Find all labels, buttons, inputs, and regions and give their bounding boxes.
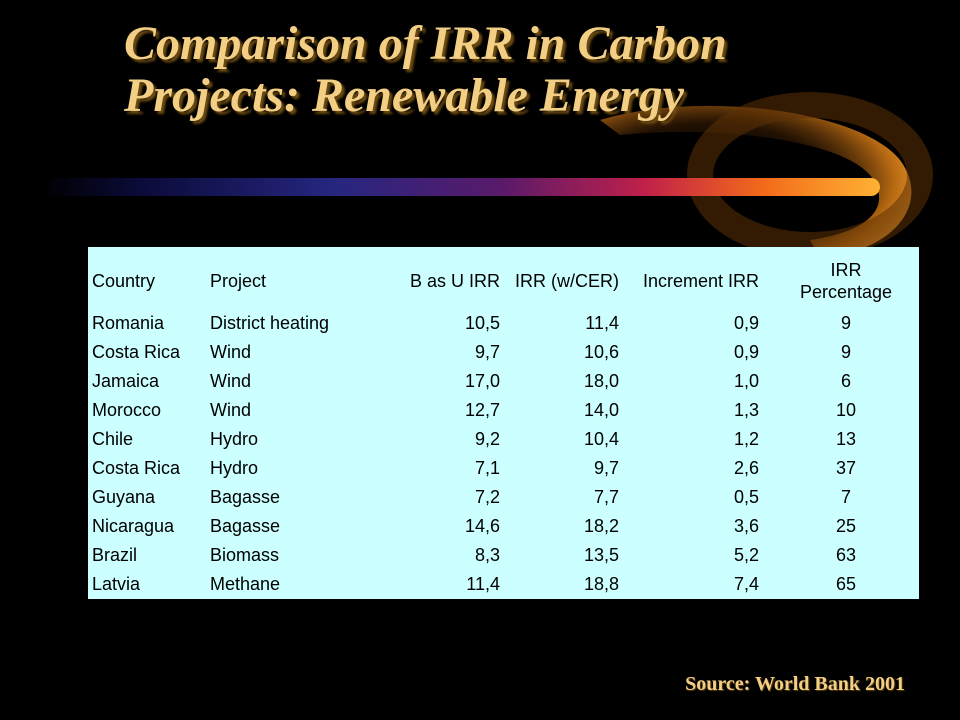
cell-irr-percentage: 6	[840, 371, 851, 391]
cell-bas-irr: 11,4	[466, 574, 500, 594]
cell-country: Chile	[92, 429, 134, 449]
cell-country: Costa Rica	[92, 342, 181, 362]
header-bas-irr: B as U IRR	[409, 271, 500, 291]
cell-irr-percentage: 65	[835, 574, 857, 594]
cell-irr-cer: 11,4	[585, 313, 619, 333]
cell-irr-percentage: 9	[840, 342, 851, 362]
cell-bas-irr: 9,2	[474, 429, 500, 449]
header-country: Country	[92, 271, 156, 291]
cell-irr-percentage: 13	[835, 429, 857, 449]
cell-increment-irr: 1,0	[733, 371, 759, 391]
cell-irr-cer: 18,0	[583, 371, 619, 391]
table-row: Guyana Bagasse 7,2 7,7 0,5 7	[88, 483, 919, 512]
cell-increment-irr: 1,3	[733, 400, 759, 420]
cell-irr-cer: 18,8	[583, 574, 619, 594]
header-increment-irr: Increment IRR	[642, 271, 759, 291]
cell-project: Wind	[210, 342, 252, 362]
cell-bas-irr: 9,7	[474, 342, 500, 362]
cell-irr-cer: 18,2	[583, 516, 619, 536]
table-row: Costa Rica Wind 9,7 10,6 0,9 9	[88, 338, 919, 367]
cell-irr-percentage: 7	[840, 487, 851, 507]
cell-project: District heating	[210, 313, 330, 333]
cell-increment-irr: 2,6	[733, 458, 759, 478]
table-row: Morocco Wind 12,7 14,0 1,3 10	[88, 396, 919, 425]
cell-bas-irr: 7,1	[474, 458, 500, 478]
cell-irr-cer: 14,0	[583, 400, 619, 420]
table-header-row: Country Project B as U IRR IRR (w/CER) I…	[88, 253, 919, 309]
header-irr-percentage: IRR Percentage	[773, 253, 919, 309]
table-row: Costa Rica Hydro 7,1 9,7 2,6 37	[88, 454, 919, 483]
header-project: Project	[210, 271, 267, 291]
cell-bas-irr: 17,0	[464, 371, 500, 391]
source-citation: Source: World Bank 2001	[685, 673, 905, 695]
header-irr-percentage-line-2: Percentage	[799, 282, 893, 302]
cell-country: Brazil	[92, 545, 138, 565]
cell-bas-irr: 12,7	[464, 400, 500, 420]
cell-project: Biomass	[210, 545, 280, 565]
table-row: Romania District heating 10,5 11,4 0,9 9	[88, 309, 919, 338]
cell-increment-irr: 0,5	[733, 487, 759, 507]
cell-bas-irr: 14,6	[464, 516, 500, 536]
cell-irr-cer: 10,4	[583, 429, 619, 449]
cell-country: Romania	[92, 313, 165, 333]
cell-country: Guyana	[92, 487, 156, 507]
cell-project: Hydro	[210, 458, 259, 478]
slide-title-line-2: Projects: Renewable Energy	[124, 69, 684, 122]
slide-title-line-1: Comparison of IRR in Carbon	[124, 17, 727, 70]
cell-irr-percentage: 9	[840, 313, 851, 333]
cell-increment-irr: 5,2	[733, 545, 759, 565]
cell-irr-percentage: 25	[835, 516, 857, 536]
cell-irr-cer: 7,7	[593, 487, 619, 507]
header-irr-cer: IRR (w/CER)	[515, 271, 619, 291]
cell-project: Wind	[210, 400, 252, 420]
cell-country: Costa Rica	[92, 458, 181, 478]
cell-project: Bagasse	[210, 516, 281, 536]
cell-bas-irr: 8,3	[474, 545, 500, 565]
cell-project: Hydro	[210, 429, 259, 449]
cell-increment-irr: 7,4	[733, 574, 759, 594]
cell-project: Wind	[210, 371, 252, 391]
cell-bas-irr: 10,5	[464, 313, 500, 333]
cell-bas-irr: 7,2	[474, 487, 500, 507]
cell-irr-percentage: 37	[835, 458, 857, 478]
cell-country: Jamaica	[92, 371, 160, 391]
table-row: Brazil Biomass 8,3 13,5 5,2 63	[88, 541, 919, 570]
cell-irr-percentage: 63	[835, 545, 857, 565]
table-row: Chile Hydro 9,2 10,4 1,2 13	[88, 425, 919, 454]
cell-increment-irr: 1,2	[733, 429, 759, 449]
slide-title: Comparison of IRR in Carbon Projects: Re…	[124, 18, 727, 122]
table-row: Latvia Methane 11,4 18,8 7,4 65	[88, 570, 919, 599]
cell-increment-irr: 0,9	[733, 313, 759, 333]
cell-irr-cer: 9,7	[593, 458, 619, 478]
cell-project: Methane	[210, 574, 281, 594]
cell-irr-percentage: 10	[835, 400, 857, 420]
irr-comparison-table: Country Project B as U IRR IRR (w/CER) I…	[88, 253, 919, 599]
cell-irr-cer: 13,5	[583, 545, 619, 565]
decorative-swoosh	[40, 92, 933, 258]
cell-country: Latvia	[92, 574, 141, 594]
table-row: Nicaragua Bagasse 14,6 18,2 3,6 25	[88, 512, 919, 541]
cell-country: Nicaragua	[92, 516, 175, 536]
cell-increment-irr: 3,6	[733, 516, 759, 536]
header-irr-percentage-line-1: IRR	[830, 260, 862, 280]
cell-irr-cer: 10,6	[583, 342, 619, 362]
cell-project: Bagasse	[210, 487, 281, 507]
cell-country: Morocco	[92, 400, 162, 420]
cell-increment-irr: 0,9	[733, 342, 759, 362]
irr-table-panel: Country Project B as U IRR IRR (w/CER) I…	[88, 247, 919, 599]
table-row: Jamaica Wind 17,0 18,0 1,0 6	[88, 367, 919, 396]
